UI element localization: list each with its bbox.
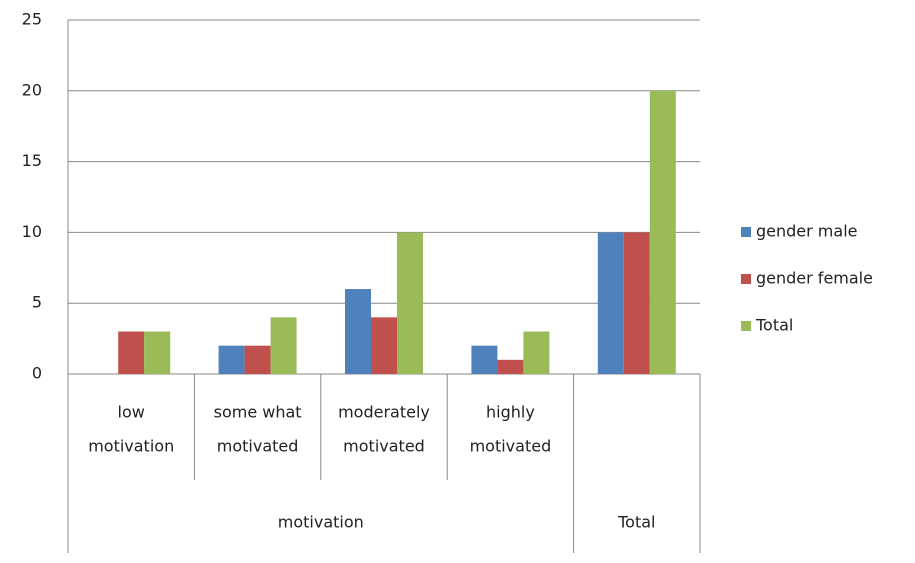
- y-tick-label: 10: [22, 222, 42, 241]
- bar: [118, 331, 145, 374]
- legend-label: gender female: [756, 269, 873, 288]
- x-tick-label: motivated: [470, 437, 552, 456]
- bar: [649, 90, 676, 375]
- x-tick-label: moderately: [338, 403, 430, 422]
- group-label: motivation: [278, 513, 364, 532]
- bar: [397, 232, 423, 374]
- legend-label: gender male: [756, 222, 857, 241]
- legend-label: Total: [755, 316, 793, 335]
- bar: [623, 232, 650, 374]
- bar: [144, 331, 171, 374]
- x-tick-label: motivation: [88, 437, 174, 456]
- legend-swatch: [741, 227, 751, 237]
- x-tick-label: motivated: [343, 437, 425, 456]
- y-tick-label: 20: [22, 80, 42, 99]
- legend-swatch: [741, 274, 751, 284]
- bar: [244, 345, 271, 374]
- y-tick-label: 5: [32, 293, 42, 312]
- x-tick-label: some what: [214, 403, 302, 422]
- y-tick-label: 0: [32, 364, 42, 383]
- bar: [345, 289, 371, 374]
- x-tick-label: highly: [486, 403, 535, 422]
- x-tick-label: low: [118, 403, 145, 422]
- bar: [471, 345, 498, 374]
- bar: [270, 317, 297, 374]
- bar: [218, 345, 245, 374]
- group-label: Total: [617, 513, 655, 532]
- bar: [497, 359, 524, 374]
- bar: [523, 331, 550, 374]
- y-tick-label: 15: [22, 151, 42, 170]
- bar: [371, 317, 397, 374]
- y-tick-label: 25: [22, 10, 42, 29]
- bar: [597, 232, 624, 374]
- x-tick-label: motivated: [217, 437, 299, 456]
- legend-swatch: [741, 321, 751, 331]
